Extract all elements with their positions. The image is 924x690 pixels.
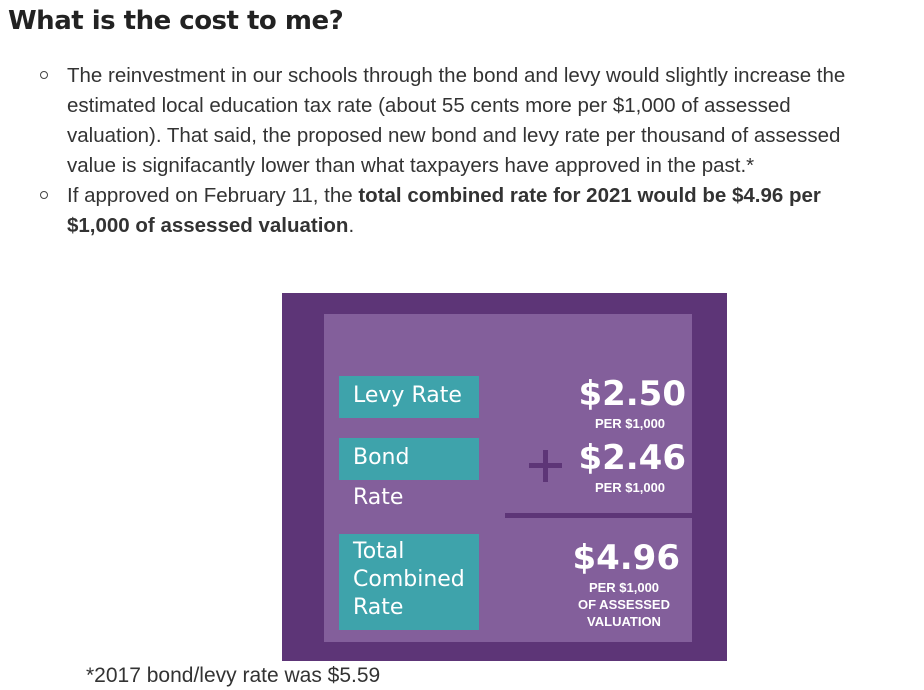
- total-label-line: Total: [353, 539, 405, 564]
- bond-rate-label: Bond Rate: [339, 438, 479, 510]
- total-rate-label: Total Combined Rate: [339, 534, 479, 630]
- bullet-text-suffix: .: [348, 214, 355, 237]
- plus-icon: [527, 448, 565, 486]
- total-unit: PER $1,000 OF ASSESSED VALUATION: [568, 579, 680, 630]
- total-unit-line: VALUATION: [587, 614, 661, 629]
- list-item: The reinvestment in our schools through …: [40, 61, 860, 181]
- bullet-text-tax-increase: The reinvestment in our schools through …: [67, 64, 846, 177]
- circle-bullet-icon: [40, 71, 48, 79]
- page-heading: What is the cost to me?: [8, 6, 344, 36]
- total-unit-line: PER $1,000: [588, 580, 660, 595]
- bond-unit: PER $1,000: [594, 480, 666, 495]
- list-item: If approved on February 11, the total co…: [40, 181, 860, 241]
- bullet-text-bold: total combined rate for 2021 would be $4…: [67, 184, 821, 237]
- circle-bullet-icon: [40, 191, 48, 199]
- total-label-line: Combined: [353, 567, 465, 592]
- levy-amount: $2.50: [578, 374, 686, 414]
- rate-infographic: Levy Rate Bond Rate Total Combined Rate …: [282, 293, 727, 661]
- bond-amount: $2.46: [578, 438, 686, 478]
- levy-rate-label: Levy Rate: [339, 376, 479, 418]
- sum-divider: [505, 513, 697, 518]
- levy-unit: PER $1,000: [594, 416, 666, 431]
- bullet-text-prefix: If approved on February 11, the: [67, 184, 359, 207]
- total-unit-line: OF ASSESSED: [578, 597, 670, 612]
- total-amount: $4.96: [572, 538, 680, 578]
- total-label-line: Rate: [353, 595, 404, 620]
- infographic-panel: Levy Rate Bond Rate Total Combined Rate …: [324, 314, 697, 642]
- footnote: *2017 bond/levy rate was $5.59: [86, 664, 381, 687]
- cost-bullet-list: The reinvestment in our schools through …: [40, 61, 860, 241]
